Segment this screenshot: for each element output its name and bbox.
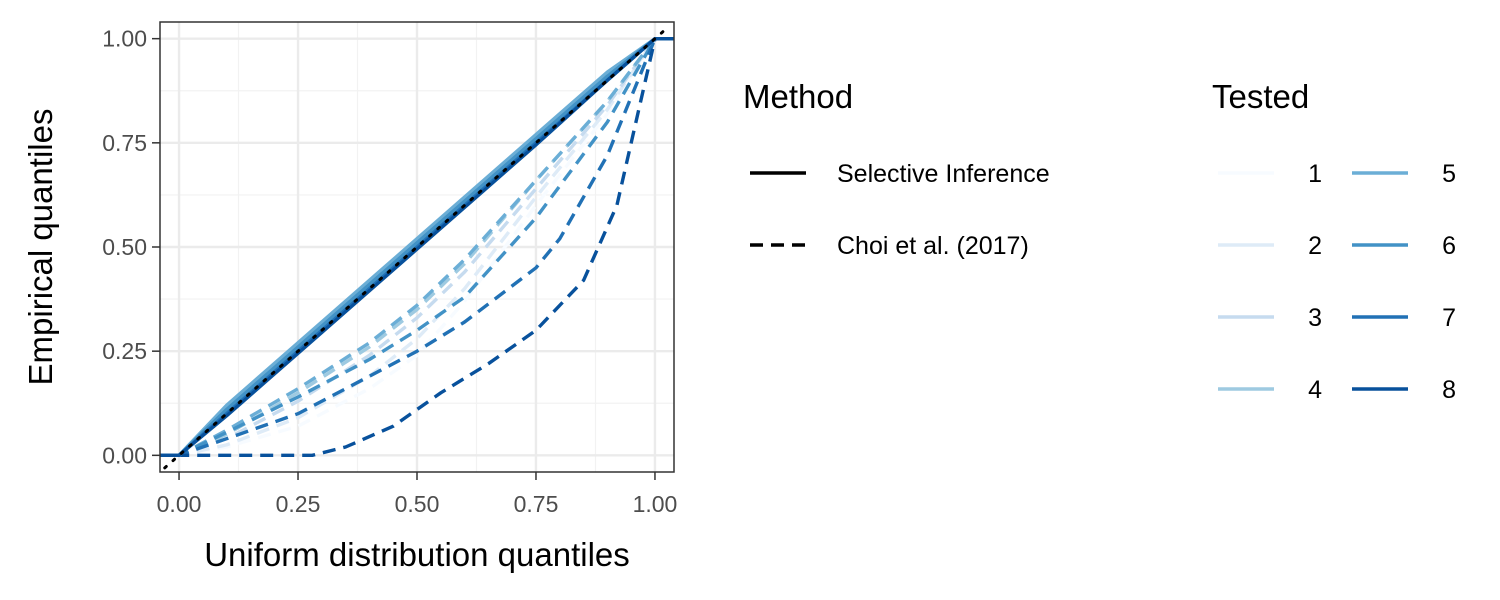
y-axis-title: Empirical quantiles [22, 109, 59, 386]
legend-tested-label-6: 6 [1442, 232, 1456, 260]
series-line-choi-tested-5 [160, 37, 674, 457]
legend-tested-label-1: 1 [1308, 160, 1322, 188]
legend-tested: Tested 1 2 3 4 5 6 7 8 [1212, 78, 1456, 404]
y-tick-label-0: 0.00 [102, 442, 147, 468]
legend-tested-entries: 1 2 3 4 5 6 7 8 [1218, 160, 1456, 404]
x-axis-title: Uniform distribution quantiles [204, 536, 630, 573]
legend-method-label-0: Selective Inference [837, 160, 1050, 188]
y-tick-label-4: 1.00 [102, 26, 147, 52]
x-tick-label-3: 0.75 [514, 491, 559, 517]
series-lines [160, 37, 674, 457]
legend-method-entries: Selective Inference Choi et al. (2017) [750, 160, 1050, 260]
series-line-choi-tested-8 [160, 37, 674, 457]
legend-tested-label-7: 7 [1442, 304, 1456, 332]
legend-tested-label-3: 3 [1308, 304, 1322, 332]
legend-method-title: Method [743, 78, 853, 115]
legend-tested-label-8: 8 [1442, 376, 1456, 404]
y-tick-label-3: 0.75 [102, 130, 147, 156]
legend-method-label-1: Choi et al. (2017) [837, 232, 1029, 260]
axes: 0.00 0.25 0.50 0.75 1.00 0.00 0.25 0.50 0.75 1.00 [102, 26, 677, 517]
x-tick-label-1: 0.25 [276, 491, 321, 517]
x-tick-label-2: 0.50 [395, 491, 440, 517]
legend-tested-label-5: 5 [1442, 160, 1456, 188]
legend-tested-label-4: 4 [1308, 376, 1322, 404]
x-tick-label-4: 1.00 [633, 491, 678, 517]
legend-method: Method Selective Inference Choi et al. (2… [743, 78, 1050, 260]
x-tick-label-0: 0.00 [157, 491, 202, 517]
y-tick-label-2: 0.50 [102, 234, 147, 260]
reference-diagonal-line [163, 24, 671, 470]
reference-line-group [163, 24, 671, 470]
legend-tested-title: Tested [1212, 78, 1309, 115]
y-tick-label-1: 0.25 [102, 338, 147, 364]
legend-tested-label-2: 2 [1308, 232, 1322, 260]
series-line-choi-tested-7 [160, 37, 674, 457]
series-line-choi-tested-1 [160, 37, 674, 457]
